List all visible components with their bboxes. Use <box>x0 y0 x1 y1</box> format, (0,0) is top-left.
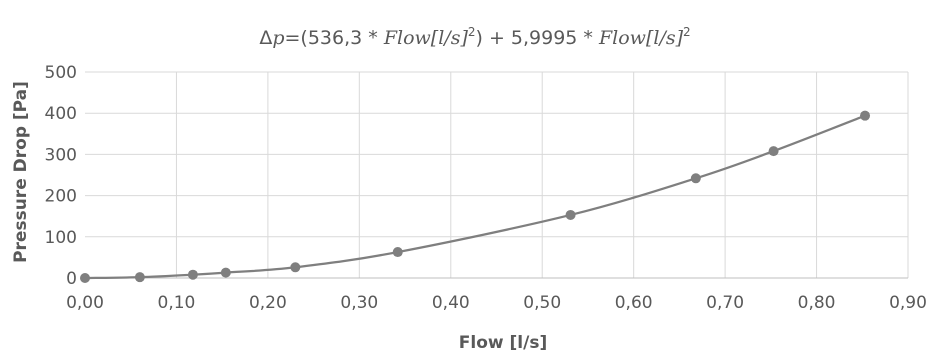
x-tick-label: 0,90 <box>889 293 927 313</box>
title-mid: =(536,3 * <box>285 27 384 49</box>
data-point <box>768 146 779 157</box>
title-plus: ) + 5,9995 * <box>476 27 599 49</box>
data-point <box>290 262 301 273</box>
y-tick-label: 100 <box>45 228 77 248</box>
title-sup-2: 2 <box>683 25 691 39</box>
data-point <box>220 267 231 278</box>
y-tick-label: 0 <box>66 269 77 289</box>
data-point <box>565 209 576 220</box>
series-line <box>84 114 866 280</box>
title-units-1: [l/s] <box>431 27 469 49</box>
y-tick-label: 500 <box>45 63 77 83</box>
series <box>80 110 871 283</box>
y-axis-label: Pressure Drop [Pa] <box>11 81 31 263</box>
title-units-2: [l/s] <box>646 27 684 49</box>
y-tick-label: 400 <box>45 104 77 124</box>
data-point <box>134 272 145 283</box>
x-tick-label: 0,10 <box>158 293 196 313</box>
x-tick-label: 0,70 <box>706 293 744 313</box>
x-axis-label: Flow [l/s] <box>459 333 547 353</box>
title-sup-1: 2 <box>468 25 476 39</box>
x-tick-label: 0,30 <box>340 293 378 313</box>
chart-title: Δp=(536,3 * Flow[l/s]2) + 5,9995 * Flow[… <box>259 25 690 49</box>
data-point <box>80 273 90 283</box>
data-point <box>690 173 701 184</box>
x-tick-label: 0,60 <box>615 293 653 313</box>
grid <box>85 71 909 278</box>
x-tick-label: 0,50 <box>523 293 561 313</box>
x-tick-label: 0,20 <box>249 293 287 313</box>
y-tick-label: 200 <box>45 187 77 207</box>
y-tick-label: 300 <box>45 145 77 165</box>
title-p: p <box>272 27 284 49</box>
title-delta: Δ <box>259 27 272 49</box>
x-tick-label: 0,00 <box>66 293 104 313</box>
data-point <box>860 110 871 121</box>
data-point <box>187 269 198 280</box>
title-flow-1: Flow <box>383 27 431 49</box>
tick-labels: 0 100 200 300 400 500 0,00 0,10 0,20 0,30 0,40 0,50… <box>45 63 927 313</box>
data-point <box>392 247 403 258</box>
x-tick-label: 0,40 <box>432 293 470 313</box>
title-flow-2: Flow <box>598 27 646 49</box>
x-tick-label: 0,80 <box>798 293 836 313</box>
